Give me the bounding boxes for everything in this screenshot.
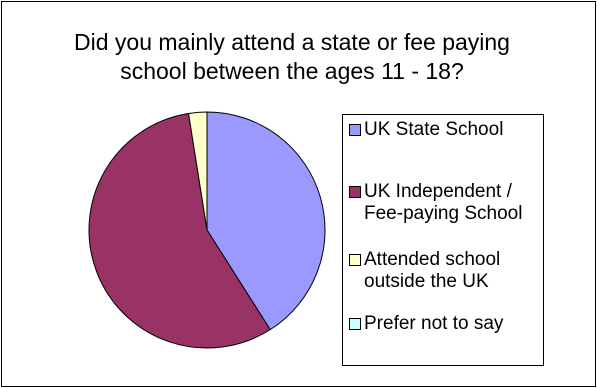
pie-slice-outside-uk	[187, 111, 208, 231]
legend-label-uk-independent: UK Independent / Fee-paying School	[364, 181, 523, 224]
legend-label-uk-state-school: UK State School	[364, 119, 504, 140]
legend-swatch-outside-uk	[349, 254, 361, 266]
legend-entry-uk-state-school: UK State School	[349, 119, 536, 141]
legend-label-prefer-not-to-say: Prefer not to say	[364, 313, 504, 334]
legend-entry-uk-independent: UK Independent / Fee-paying School	[349, 181, 536, 225]
pie-slice-uk-independent	[88, 112, 271, 349]
legend-swatch-uk-state-school	[349, 124, 361, 136]
pie-slice-uk-state-school	[206, 111, 326, 331]
chart-legend: UK State School UK Independent / Fee-pay…	[342, 114, 544, 366]
legend-entry-prefer-not-to-say: Prefer not to say	[349, 313, 536, 335]
legend-swatch-uk-independent	[349, 186, 361, 198]
legend-label-outside-uk: Attended school outside the UK	[364, 249, 501, 292]
legend-swatch-prefer-not-to-say	[349, 318, 361, 330]
legend-entry-outside-uk: Attended school outside the UK	[349, 249, 536, 293]
chart-title: Did you mainly attend a state or fee pay…	[74, 29, 510, 84]
